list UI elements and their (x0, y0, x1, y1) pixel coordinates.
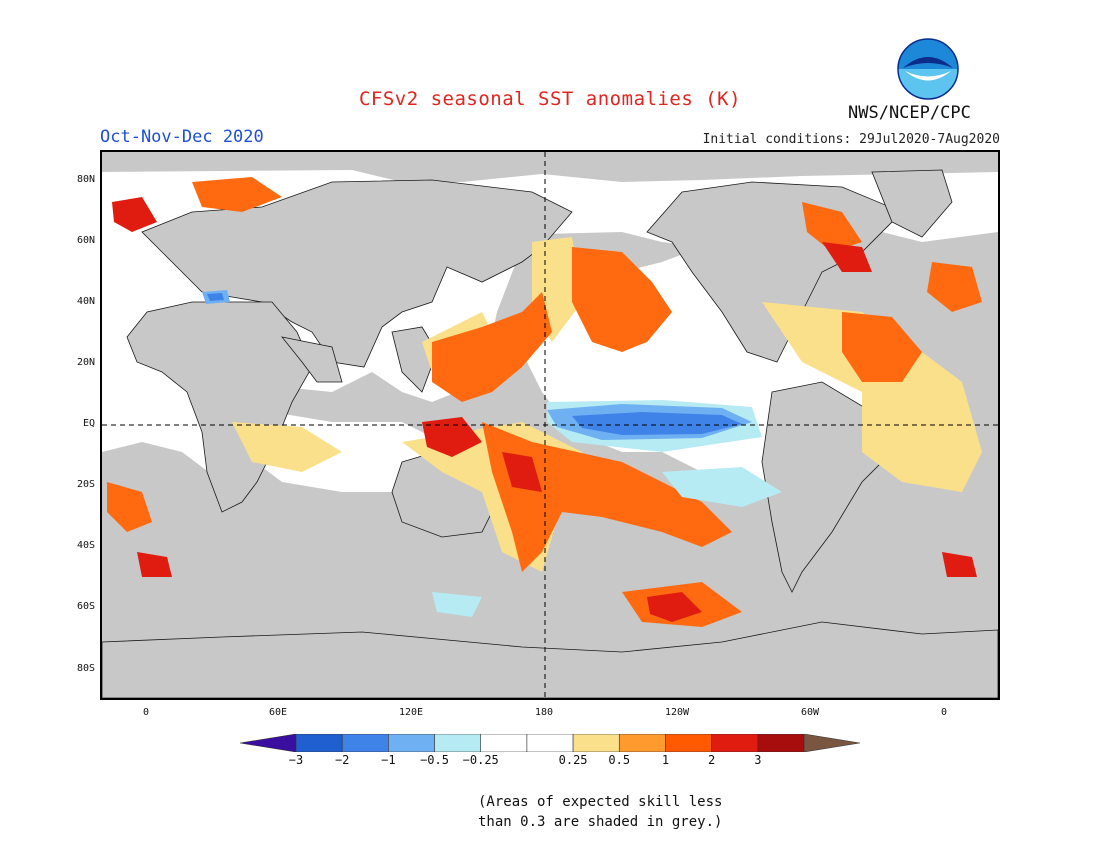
lon-label: 60E (268, 707, 288, 718)
lat-label: 40N (76, 296, 95, 307)
colorbar-segment (618, 734, 666, 752)
colorbar-tick-label: 2 (708, 753, 716, 767)
lat-label: 60N (76, 235, 95, 246)
lat-label: 80S (76, 663, 95, 674)
colorbar-segment (341, 734, 389, 752)
colorbar-tick-label: −1 (381, 753, 396, 767)
colorbar-tick-label: 0.5 (608, 753, 631, 767)
colorbar-segment (526, 734, 574, 752)
anomaly-strongblue-regions (207, 293, 742, 435)
colorbar-segment (757, 734, 805, 752)
agency-label: NWS/NCEP/CPC (848, 103, 971, 123)
colorbar (240, 734, 860, 752)
colorbar-segment (572, 734, 620, 752)
colorbar-tick-label: −0.5 (420, 753, 449, 767)
colorbar-tick-label: 1 (661, 753, 670, 767)
colorbar-segment (480, 734, 528, 752)
colorbar-tick-label: −3 (288, 753, 304, 767)
colorbar-tick-label: −0.25 (462, 753, 499, 767)
lon-label: 120W (664, 707, 690, 718)
colorbar-segment (434, 734, 482, 752)
lon-label: 0 (940, 707, 948, 718)
colorbar-tick-label: 0.25 (558, 753, 588, 767)
lat-label: EQ (82, 418, 95, 429)
noaa-logo (897, 38, 959, 100)
initial-conditions-label: Initial conditions: 29Jul2020-7Aug2020 (702, 132, 1000, 147)
colorbar-segment (295, 734, 343, 752)
season-label: Oct-Nov-Dec 2020 (100, 127, 264, 147)
colorbar-tick-label: −2 (334, 753, 350, 767)
anomaly-red-regions (112, 197, 977, 622)
colorbar-high-arrow (803, 734, 860, 752)
skill-note-line: (Areas of expected skill less (478, 794, 723, 810)
lon-label: 180 (534, 707, 554, 718)
anomaly-orange-regions (107, 177, 982, 627)
colorbar-tick-label: 3 (754, 753, 762, 767)
skill-note-line: than 0.3 are shaded in grey.) (478, 814, 723, 830)
colorbar-low-arrow (240, 734, 297, 752)
lat-label: 80N (76, 174, 95, 185)
lat-label: 40S (76, 540, 95, 551)
lon-label: 0 (142, 707, 150, 718)
colorbar-segment (665, 734, 712, 752)
lon-label: 120E (398, 707, 424, 718)
map-title: CFSv2 seasonal SST anomalies (K) (358, 88, 742, 110)
lon-label: 60W (800, 707, 820, 718)
lat-label: 20N (76, 357, 95, 368)
colorbar-segment (711, 734, 759, 752)
lat-label: 20S (76, 479, 95, 490)
skill-note: (Areas of expected skill less than 0.3 a… (478, 792, 722, 832)
colorbar-segment (388, 734, 435, 752)
lat-label: 60S (76, 601, 95, 612)
sst-anomaly-map (100, 150, 1000, 700)
